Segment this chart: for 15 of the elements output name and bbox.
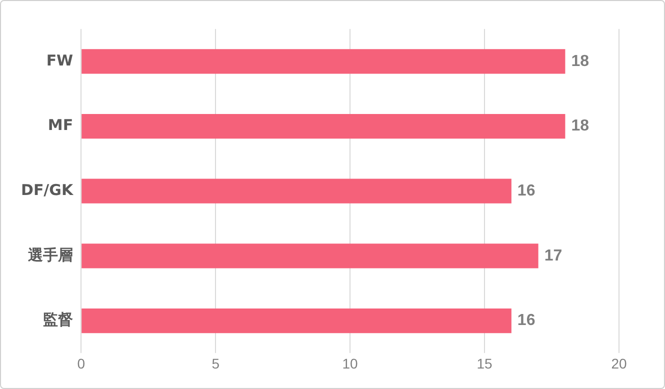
y-tick-label: FW (46, 51, 74, 70)
data-label: 18 (571, 52, 590, 70)
data-label: 16 (517, 312, 536, 330)
x-tick-label: 0 (77, 355, 86, 372)
x-tick-label: 15 (476, 355, 493, 372)
data-label: 18 (571, 118, 590, 135)
x-tick-label: 5 (212, 355, 220, 372)
data-label: 16 (517, 182, 536, 200)
y-tick-label: MF (48, 116, 74, 134)
data-label: 17 (544, 247, 562, 264)
y-tick-label: 選手層 (27, 246, 74, 264)
y-tick-label: 監督 (43, 310, 74, 329)
y-tick-label: DF/GK (20, 180, 74, 199)
x-tick-label: 10 (342, 355, 358, 372)
x-tick-label: 20 (611, 355, 627, 372)
